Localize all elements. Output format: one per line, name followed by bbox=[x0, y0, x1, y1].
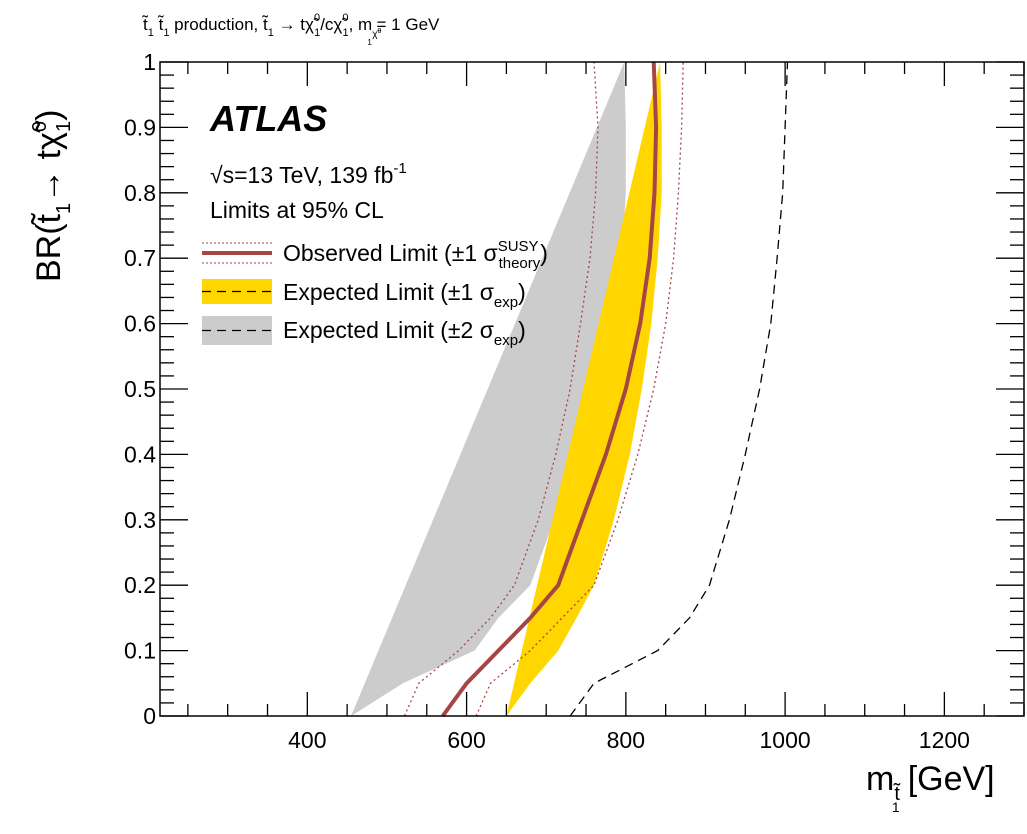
y-tick-label: 0.1 bbox=[124, 638, 156, 664]
cl-label: Limits at 95% CL bbox=[210, 197, 384, 223]
y-tick-label: 0.2 bbox=[124, 572, 156, 598]
expected-2sigma-band bbox=[351, 62, 626, 716]
x-tick-label: 1000 bbox=[760, 727, 811, 753]
y-tick-label: 0.4 bbox=[124, 441, 156, 467]
observed-theory-up-line bbox=[475, 61, 684, 717]
bands-layer bbox=[351, 62, 662, 716]
x-tick-label: 800 bbox=[607, 727, 645, 753]
legend-observed-label: Observed Limit (±1 σSUSY theory) bbox=[283, 238, 548, 272]
lines-layer bbox=[403, 61, 789, 718]
x-tick-label: 400 bbox=[288, 727, 326, 753]
legend-expected-2sigma-label: Expected Limit (±2 σexp) bbox=[283, 317, 526, 349]
legend-expected-1sigma-label: Expected Limit (±1 σexp) bbox=[283, 279, 526, 311]
atlas-label: ATLAS bbox=[209, 98, 327, 139]
legend: Observed Limit (±1 σSUSY theory) Expected… bbox=[202, 238, 548, 349]
legend-entry-observed: Observed Limit (±1 σSUSY theory) bbox=[202, 238, 548, 272]
ticks-layer: 400 600 800 1000 1200 0 0.1 0.2 0.3 0.4 0.5 0.6 0.7 0… bbox=[124, 49, 1025, 753]
y-tick-label: 1 bbox=[143, 49, 156, 75]
y-tick-label: 0.5 bbox=[124, 376, 156, 402]
x-axis-title: mt̃ 1[GeV] bbox=[866, 760, 995, 815]
legend-entry-expected-2sigma: Expected Limit (±2 σexp) bbox=[202, 316, 526, 349]
y-tick-label: 0.8 bbox=[124, 180, 156, 206]
y-tick-label: 0 bbox=[143, 703, 156, 729]
expected-limit-line bbox=[569, 61, 789, 717]
y-tick-label: 0.6 bbox=[124, 311, 156, 337]
y-axis-title: BR(t̃1→ tχ̃0 1) bbox=[29, 110, 75, 282]
expected-1sigma-band bbox=[506, 62, 662, 716]
y-tick-label: 0.9 bbox=[124, 114, 156, 140]
legend-entry-expected-1sigma: Expected Limit (±1 σexp) bbox=[202, 279, 526, 311]
y-tick-label: 0.3 bbox=[124, 507, 156, 533]
x-tick-label: 600 bbox=[447, 727, 485, 753]
chart-title: t̃1 t̃1 production, t̃1 → tχ̃0 1/cχ̃0 1, m… bbox=[141, 12, 440, 47]
x-tick-label: 1200 bbox=[919, 727, 970, 753]
observed-theory-down-line bbox=[403, 61, 599, 717]
y-tick-label: 0.7 bbox=[124, 245, 156, 271]
observed-limit-line bbox=[441, 61, 659, 718]
energy-lumi-label: √s=13 TeV, 139 fb-1 bbox=[210, 160, 407, 188]
